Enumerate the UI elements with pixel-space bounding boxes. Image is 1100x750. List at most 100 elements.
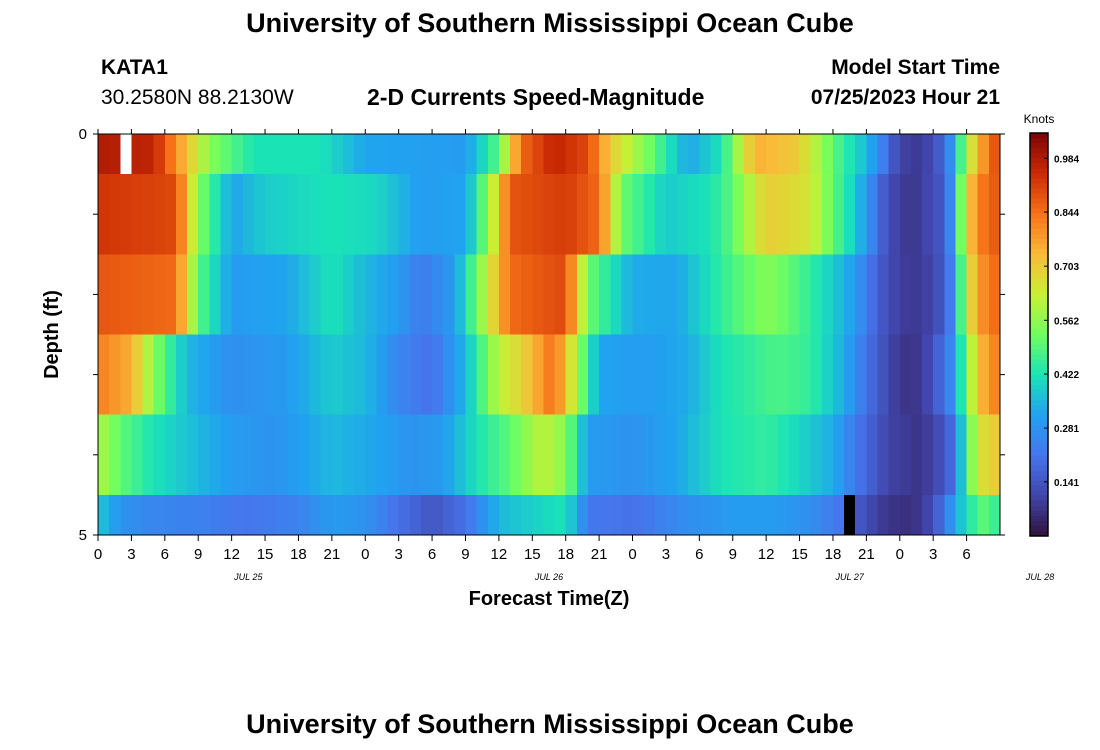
heatmap-cell: [599, 494, 611, 536]
heatmap-cell: [832, 174, 845, 255]
heatmap-cell: [576, 414, 589, 496]
heatmap-cell: [810, 494, 823, 536]
heatmap-cell: [621, 414, 634, 496]
heatmap-cell: [209, 254, 222, 336]
heatmap-cell: [832, 494, 845, 536]
heatmap-cell: [599, 254, 611, 336]
heatmap-cell: [398, 134, 411, 175]
heatmap-cell: [454, 334, 467, 416]
colorbar-segment: [1030, 410, 1048, 416]
heatmap-cell: [832, 414, 845, 496]
heatmap-cell: [699, 494, 712, 536]
heatmap-cell: [342, 414, 355, 496]
heatmap-cell: [576, 494, 589, 536]
heatmap-cell: [354, 494, 366, 536]
heatmap-cell: [721, 494, 734, 536]
heatmap-cell: [777, 494, 790, 536]
heatmap-cell: [565, 134, 578, 175]
colorbar-segment: [1030, 510, 1048, 517]
heatmap-cell: [120, 334, 133, 416]
heatmap-cell: [587, 254, 600, 336]
heatmap-cell: [888, 174, 901, 255]
heatmap-cell: [376, 414, 389, 496]
colorbar-segment: [1030, 269, 1048, 275]
heatmap-cell: [276, 494, 288, 536]
heatmap-cell: [387, 414, 400, 496]
colorbar-segment: [1030, 238, 1048, 245]
colorbar-tick-label: 0.984: [1054, 154, 1079, 165]
heatmap-cell: [354, 254, 366, 336]
heatmap-cell: [498, 134, 511, 175]
heatmap-cell: [632, 414, 645, 496]
heatmap-cell: [677, 174, 689, 255]
heatmap-cell: [331, 134, 344, 175]
heatmap-cell: [521, 494, 533, 536]
heatmap-cell: [732, 494, 745, 536]
heatmap-cell: [242, 414, 255, 496]
heatmap-cell: [443, 494, 455, 536]
heatmap-cell: [933, 494, 945, 536]
heatmap-cell: [955, 414, 968, 496]
heatmap-cell: [910, 494, 923, 536]
heatmap-cell: [532, 334, 545, 416]
heatmap-cell: [799, 334, 812, 416]
colorbar-segment: [1030, 450, 1048, 456]
heatmap-cell: [209, 134, 222, 175]
heatmap-cell: [398, 414, 411, 496]
heatmap-cell: [365, 174, 377, 255]
heatmap-cell: [131, 134, 144, 175]
heatmap-cell: [554, 134, 567, 175]
heatmap-cell: [621, 254, 634, 336]
heatmap-cell: [164, 174, 177, 255]
heatmap-cell: [387, 334, 400, 416]
heatmap-cell: [988, 174, 1001, 255]
heatmap-cell: [187, 494, 199, 536]
heatmap-cell: [677, 134, 689, 175]
heatmap-cell: [688, 254, 700, 336]
heatmap-cell: [142, 174, 155, 255]
heatmap-cell: [276, 254, 288, 336]
heatmap-cell: [777, 334, 790, 416]
heatmap-cell: [109, 414, 121, 496]
heatmap-cell: [309, 134, 322, 175]
heatmap-cell: [142, 494, 155, 536]
heatmap-cell: [677, 254, 689, 336]
heatmap-cell: [565, 414, 578, 496]
colorbar-segment: [1030, 158, 1048, 164]
heatmap-cell: [198, 494, 210, 536]
heatmap-cell: [487, 254, 500, 336]
heatmap-cell: [899, 174, 912, 255]
heatmap-cell: [131, 494, 144, 536]
colorbar-segment: [1030, 329, 1048, 336]
heatmap-cell: [298, 254, 311, 336]
heatmap-cell: [766, 414, 778, 496]
heatmap-cell: [632, 494, 645, 536]
heatmap-cell: [977, 414, 990, 496]
heatmap-cell: [799, 414, 812, 496]
heatmap-cell: [131, 174, 144, 255]
heatmap-cell: [98, 494, 110, 536]
heatmap-cell: [944, 494, 957, 536]
heatmap-cell: [454, 254, 467, 336]
heatmap-cell: [721, 414, 734, 496]
heatmap-cell: [253, 254, 266, 336]
heatmap-cell: [576, 254, 589, 336]
heatmap-cell: [944, 134, 957, 175]
heatmap-cell: [777, 174, 790, 255]
heatmap-cell: [342, 134, 355, 175]
heatmap-cell: [755, 254, 767, 336]
heatmap-cell: [888, 414, 901, 496]
colorbar-tick-label: 0.281: [1054, 424, 1079, 435]
heatmap-cell: [565, 494, 578, 536]
heatmap-cell: [610, 134, 622, 175]
heatmap-cell: [877, 494, 890, 536]
heatmap-cell: [220, 254, 233, 336]
heatmap-cell: [265, 414, 277, 496]
heatmap-cell: [153, 134, 166, 175]
heatmap-cell: [276, 334, 288, 416]
heatmap-cell: [855, 254, 867, 336]
heatmap-cell: [688, 414, 700, 496]
heatmap-cell: [365, 254, 377, 336]
heatmap-cell: [342, 254, 355, 336]
heatmap-cell: [109, 174, 121, 255]
